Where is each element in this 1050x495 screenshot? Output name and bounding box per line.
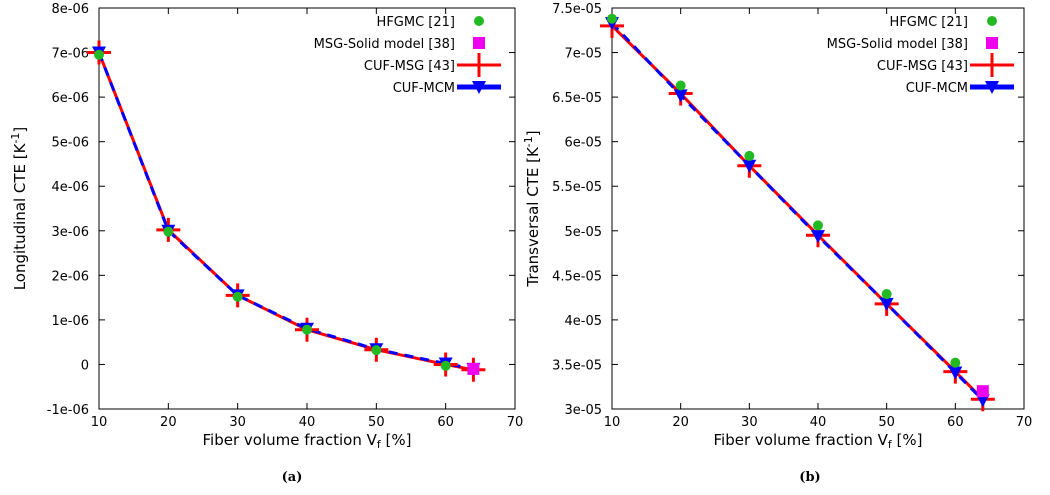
legend-label: CUF-MCM (906, 81, 968, 96)
y-tick-label: 5e-05 (564, 225, 602, 240)
legend-marker-circle (987, 16, 997, 26)
y-tick-label: 5.5e-05 (552, 180, 602, 195)
data-point-triangle-down (811, 230, 825, 244)
x-tick-label: 40 (299, 415, 316, 430)
legend-marker-triangle-down (985, 81, 999, 94)
data-point-circle (371, 345, 382, 356)
legend-marker-circle (474, 16, 484, 26)
y-tick-label: 4e-06 (51, 180, 89, 195)
y-tick-label: 7.5e-05 (552, 2, 602, 17)
series-line (97, 52, 474, 372)
y-tick-label: 2e-06 (51, 269, 89, 284)
data-point-circle (744, 150, 755, 161)
x-tick-label: 50 (878, 415, 895, 430)
x-tick-label: 20 (672, 415, 689, 430)
y-tick-label: 0 (81, 358, 89, 373)
data-point-triangle-down (742, 159, 757, 173)
chart-panel-a: 10 20 30 40 50 60 70 -1e-06 0 1e-06 2e-06 3e-06 4e-0… (9, 2, 523, 485)
data-point-circle (232, 291, 243, 302)
y-tick-label: 4.5e-05 (552, 269, 602, 284)
x-axis-title: Fiber volume fraction Vf [%] (203, 431, 412, 451)
y-axis-title: Longitudinal CTE [K-1] (9, 127, 29, 291)
data-point-triangle-down (948, 366, 963, 380)
legend-marker-square (473, 37, 485, 49)
data-point-circle (440, 360, 451, 371)
data-point-circle (950, 357, 961, 368)
data-point-circle (607, 13, 617, 24)
y-tick-label: 1e-06 (51, 314, 89, 329)
chart-panel-b: 10 20 30 40 50 60 70 3e-05 3.5e-05 4e-05 4.5e-05 5e… (522, 2, 1032, 485)
data-point-circle (813, 220, 823, 231)
data-point-triangle-down (879, 297, 894, 311)
legend-marker-plus (467, 53, 491, 77)
y-tick-label: 6e-06 (51, 91, 89, 106)
x-axis-title: Fiber volume fraction Vf [%] (714, 431, 923, 451)
x-tick-label: 50 (368, 415, 385, 430)
y-tick-label: 6e-05 (564, 136, 602, 151)
legend-marker-square (986, 37, 998, 49)
y-tick-label: 7e-05 (564, 47, 602, 62)
legend-label: CUF-MSG [43] (364, 59, 455, 74)
legend-label: CUF-MCM (393, 81, 455, 96)
y-tick-label: -1e-06 (47, 403, 89, 418)
legend-marker-plus (980, 53, 1004, 77)
y-tick-label: 6.5e-05 (552, 91, 602, 106)
x-tick-label: 10 (91, 415, 108, 430)
x-tick-label: 30 (741, 415, 758, 430)
data-point-triangle-down (975, 394, 990, 408)
legend-label: CUF-MSG [43] (877, 59, 968, 74)
panel-caption: (a) (282, 470, 303, 485)
y-tick-label: 3e-05 (564, 403, 602, 418)
y-tick-label: 7e-06 (51, 47, 89, 62)
data-point-triangle-down (673, 89, 688, 103)
x-tick-label: 20 (160, 415, 177, 430)
x-tick-label: 30 (229, 415, 246, 430)
data-point-circle (302, 324, 312, 335)
legend-label: MSG-Solid model [38] (827, 37, 968, 52)
data-point-circle (881, 289, 892, 300)
legend-label: HFGMC [21] (377, 15, 455, 30)
x-tick-label: 60 (947, 415, 964, 430)
y-tick-label: 4e-05 (564, 314, 602, 329)
data-point-circle (94, 49, 104, 60)
legend-label: HFGMC [21] (890, 15, 968, 30)
y-tick-label: 3e-06 (51, 225, 89, 240)
legend-label: MSG-Solid model [38] (314, 37, 455, 52)
data-point-circle (163, 226, 174, 237)
y-axis-title: Transversal CTE [K-1] (522, 130, 542, 287)
data-point-square (976, 385, 989, 398)
x-tick-label: 70 (507, 415, 524, 430)
y-tick-label: 3.5e-05 (552, 358, 602, 373)
series-line (97, 52, 474, 371)
x-tick-label: 60 (437, 415, 454, 430)
x-tick-label: 40 (810, 415, 827, 430)
x-tick-label: 70 (1016, 415, 1033, 430)
y-tick-label: 5e-06 (51, 136, 89, 151)
x-tick-label: 10 (604, 415, 621, 430)
data-point-circle (675, 80, 686, 91)
legend-marker-triangle-down (472, 81, 486, 94)
panel-caption: (b) (799, 470, 820, 485)
y-tick-label: 8e-06 (51, 2, 89, 17)
data-point-square (467, 362, 480, 375)
